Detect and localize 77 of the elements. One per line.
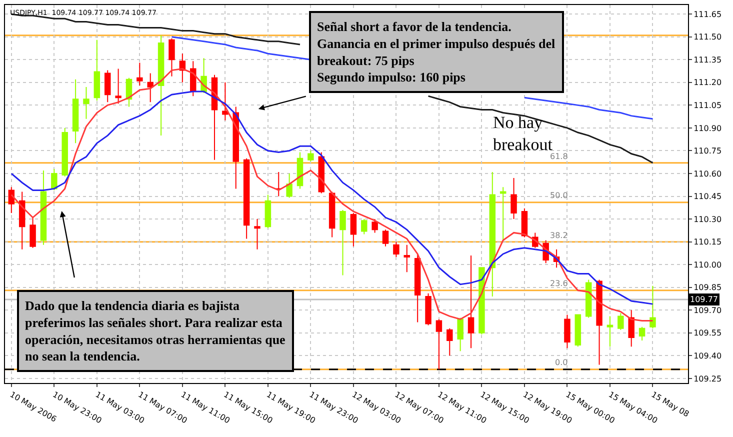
candlestick bbox=[489, 171, 496, 297]
annotation: 61.8 bbox=[550, 152, 568, 161]
candlestick bbox=[296, 152, 304, 190]
candlestick bbox=[638, 326, 646, 341]
annotation: 38.2 bbox=[550, 231, 568, 240]
candlestick bbox=[468, 254, 474, 349]
candlestick bbox=[211, 74, 218, 160]
candlestick bbox=[372, 218, 378, 234]
candlestick bbox=[350, 212, 357, 247]
candlestick bbox=[606, 316, 614, 348]
candlestick bbox=[286, 173, 292, 198]
y-tick-label: 110.15 bbox=[694, 238, 722, 247]
candlestick bbox=[264, 194, 272, 229]
candlestick bbox=[8, 186, 15, 214]
candlestick bbox=[83, 86, 90, 120]
candlestick bbox=[40, 170, 47, 246]
candlestick bbox=[254, 218, 260, 250]
y-tick-label: 110.75 bbox=[694, 146, 722, 156]
candlestick bbox=[585, 279, 592, 318]
y-tick-label: 109.85 bbox=[694, 283, 722, 292]
y-tick-label: 109.55 bbox=[694, 328, 722, 338]
candlestick bbox=[51, 168, 58, 191]
y-tick-label: 110.60 bbox=[694, 169, 722, 178]
candlestick bbox=[136, 62, 143, 86]
candlestick bbox=[308, 150, 314, 162]
candlestick bbox=[147, 72, 154, 103]
candlestick bbox=[243, 158, 250, 240]
candlestick bbox=[436, 318, 442, 370]
candlestick bbox=[393, 241, 400, 258]
candlestick bbox=[361, 218, 368, 235]
candlestick bbox=[222, 82, 228, 121]
candlestick bbox=[94, 39, 100, 102]
candlestick bbox=[158, 34, 164, 136]
annotation: 0.0 bbox=[555, 358, 568, 367]
y-tick-label: 111.65 bbox=[694, 10, 722, 19]
candlestick bbox=[30, 217, 36, 248]
candlestick bbox=[478, 267, 485, 335]
annotation: 50.0 bbox=[550, 191, 568, 200]
candlestick bbox=[72, 78, 79, 144]
y-tick-label: 111.20 bbox=[694, 78, 722, 88]
candlestick bbox=[446, 328, 453, 356]
y-tick-label: 110.45 bbox=[694, 192, 722, 202]
candlestick bbox=[425, 292, 432, 326]
candlestick bbox=[104, 70, 111, 103]
candlestick bbox=[596, 279, 602, 366]
candlestick bbox=[404, 244, 410, 273]
annotation: No hay breakout bbox=[493, 113, 553, 154]
candlestick bbox=[62, 127, 68, 178]
y-tick-label: 109.25 bbox=[694, 374, 722, 384]
candlestick bbox=[18, 191, 26, 250]
y-tick-label: 111.35 bbox=[694, 55, 722, 64]
annotation: Dado que la tendencia diaria es bajista preferimos las señales short. Para realizar esta operación, necesitamos otras herramientas que no sean la tendencia. bbox=[25, 298, 286, 364]
candlestick bbox=[510, 178, 517, 220]
candlestick bbox=[500, 186, 506, 241]
y-tick-label: 110.90 bbox=[694, 124, 722, 133]
candlestick bbox=[340, 209, 346, 276]
y-tick-label: 109.40 bbox=[694, 351, 722, 360]
y-tick-label: 110.00 bbox=[694, 260, 722, 270]
candlestick bbox=[115, 68, 122, 104]
y-tick-label: 111.50 bbox=[694, 32, 722, 42]
annotation: 23.6 bbox=[550, 279, 568, 288]
y-tick-label: 111.05 bbox=[694, 100, 722, 110]
candlestick bbox=[618, 312, 624, 330]
candlestick bbox=[521, 208, 528, 238]
text: 109.77 bbox=[690, 295, 718, 304]
candlestick bbox=[414, 253, 421, 323]
candlestick bbox=[382, 229, 389, 247]
candlestick bbox=[628, 310, 634, 348]
candlestick bbox=[168, 38, 175, 77]
candlestick bbox=[650, 285, 656, 329]
annotation: Señal short a favor de la tendencia. Ganancia en el primer impulso después del breakout: 75 pips Segundo impulso: 160 pips bbox=[317, 19, 556, 85]
candlestick bbox=[574, 314, 582, 348]
candlestick bbox=[276, 171, 282, 197]
y-tick-label: 110.30 bbox=[694, 214, 722, 224]
candlestick bbox=[232, 106, 239, 190]
y-tick-label: 109.70 bbox=[694, 306, 722, 315]
candlestick bbox=[564, 314, 570, 349]
